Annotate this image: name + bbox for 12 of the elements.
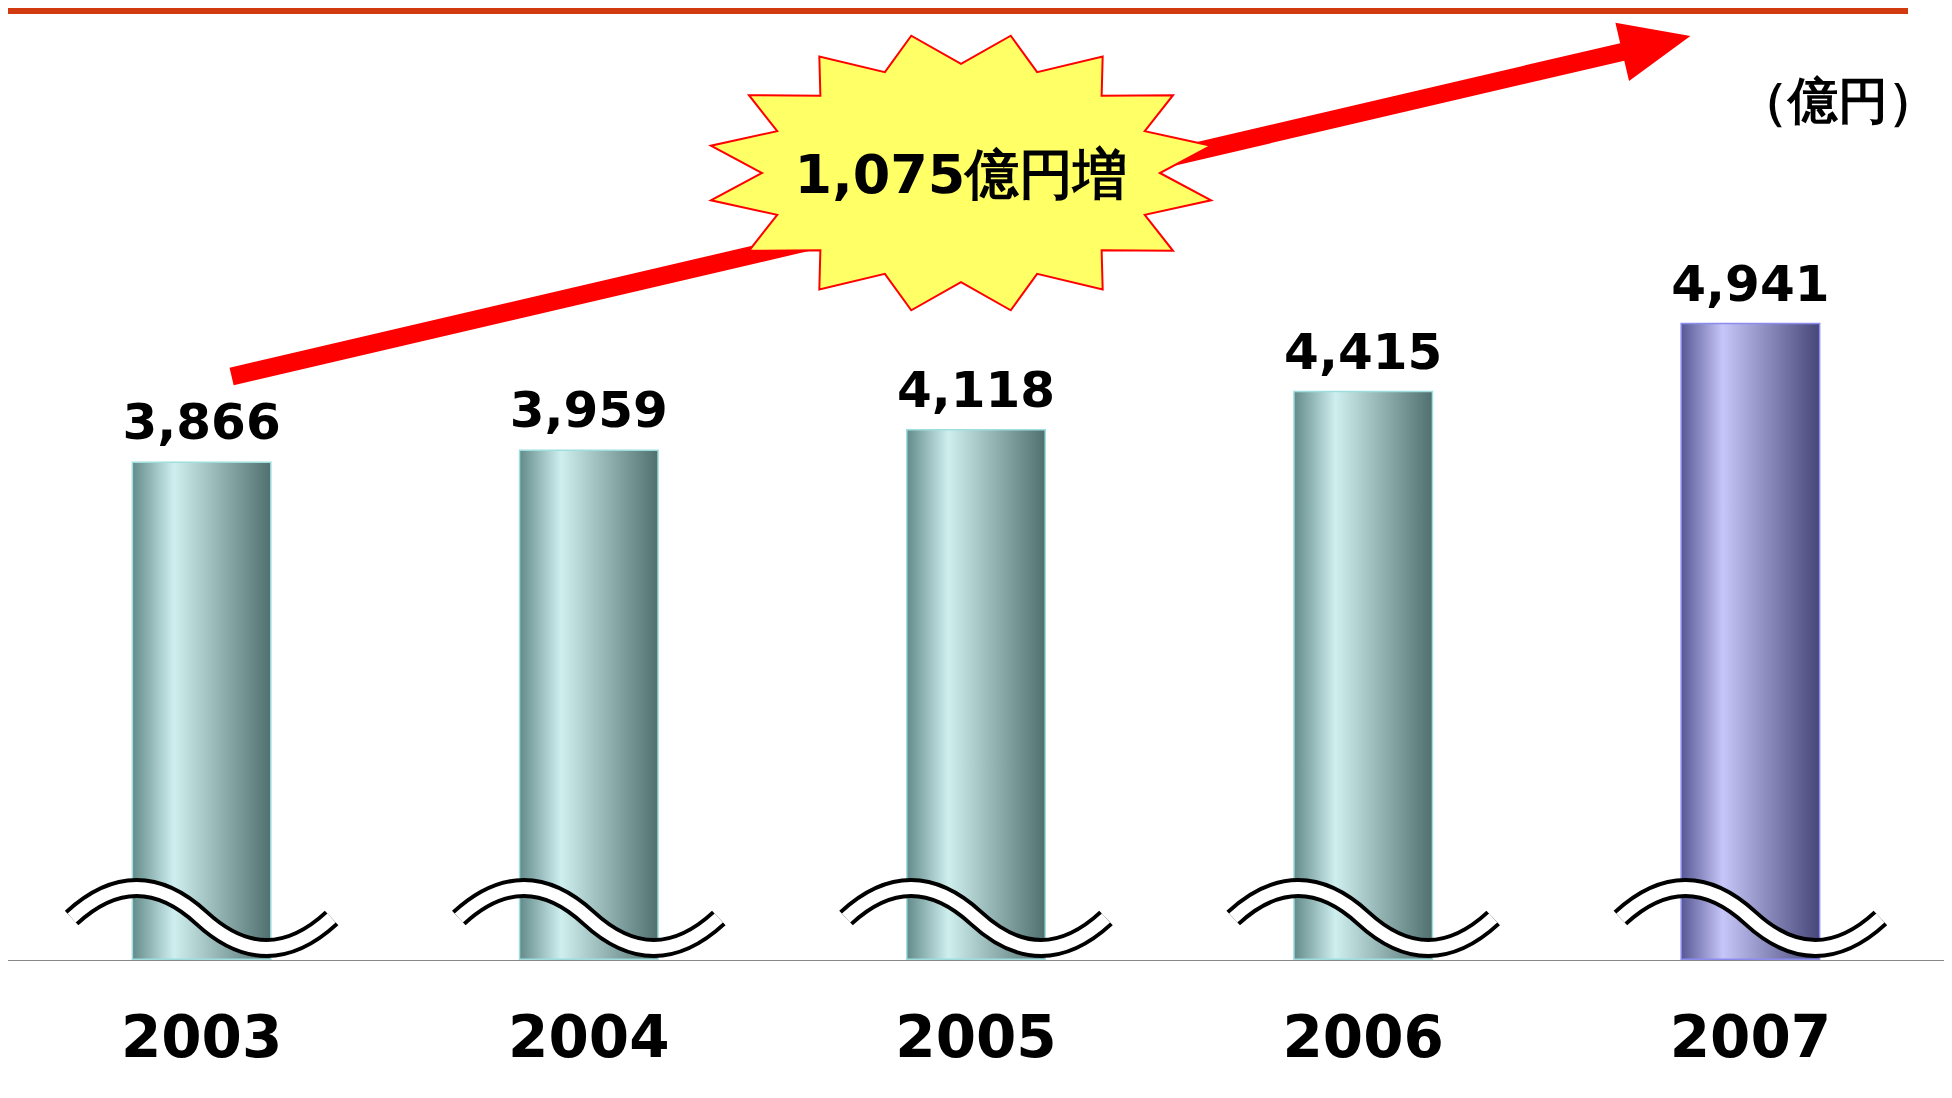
data-label: 4,941 <box>1671 254 1830 313</box>
x-tick-label: 2004 <box>508 1003 670 1071</box>
x-tick-label: 2003 <box>120 1003 283 1071</box>
text: 1,075億円増 <box>794 143 1128 206</box>
text: （億円） <box>1738 72 1938 130</box>
data-label: 3,959 <box>509 381 668 440</box>
x-tick-label: 2007 <box>1669 1003 1832 1071</box>
x-tick-label: 2006 <box>1282 1003 1444 1071</box>
data-label: 4,415 <box>1284 322 1443 381</box>
data-label: 4,118 <box>896 360 1056 419</box>
x-tick-label: 2005 <box>895 1003 1057 1071</box>
data-label: 3,866 <box>122 393 281 452</box>
